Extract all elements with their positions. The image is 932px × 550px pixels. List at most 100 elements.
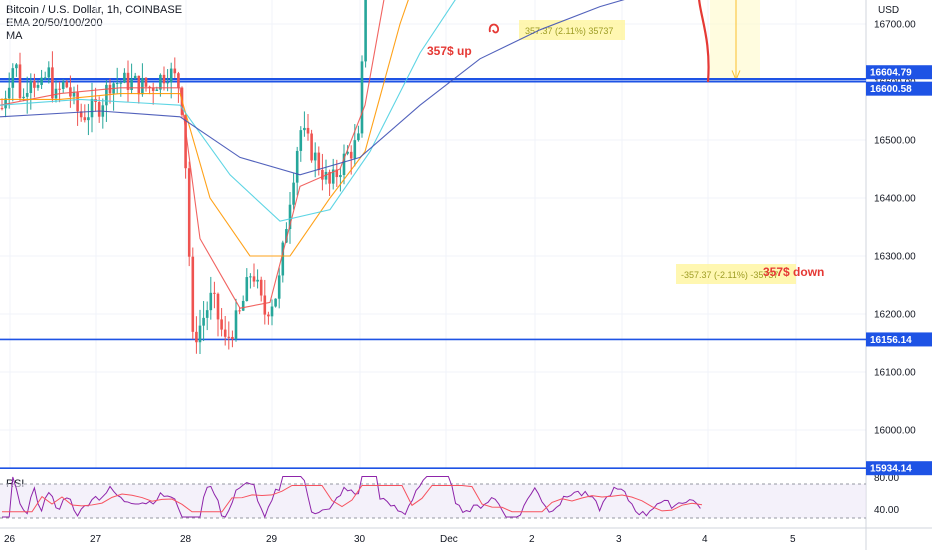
- candle-body-7: [25, 93, 29, 97]
- candle-body-84: [303, 127, 306, 131]
- candle-body-61: [220, 319, 223, 330]
- candle-body-32: [115, 83, 119, 85]
- candle-body-40: [144, 77, 148, 87]
- candle-body-45: [162, 74, 166, 84]
- y-tick-13: 16100.00: [874, 368, 916, 379]
- candle-body-81: [292, 182, 295, 205]
- candle-body-77: [277, 275, 281, 299]
- candle-body-74: [267, 314, 270, 317]
- candle-body-16: [58, 88, 61, 90]
- candle-body-82: [295, 150, 299, 183]
- candle-body-86: [310, 133, 313, 161]
- candle-body-64: [231, 336, 234, 340]
- candle-body-44: [159, 74, 162, 90]
- down-projection-curve: [698, 0, 710, 83]
- candle-body-15: [54, 88, 58, 99]
- level-tag-text-4: 15934.14: [870, 464, 912, 475]
- x-tick-5: Dec: [440, 534, 458, 545]
- candle-body-37: [133, 75, 137, 79]
- candle-body-19: [69, 87, 72, 97]
- candle-body-38: [137, 75, 141, 95]
- level-tag-text-1: 16604.79: [870, 68, 912, 79]
- candle-body-33: [119, 82, 123, 84]
- up-scribble: [488, 23, 500, 34]
- candle-body-27: [97, 102, 101, 117]
- candle-body-63: [227, 336, 231, 338]
- y-tick-11: 16300.00: [874, 252, 916, 263]
- candle-body-18: [65, 81, 69, 88]
- candle-body-23: [83, 117, 87, 121]
- candle-body-87: [313, 152, 317, 161]
- candle-body-25: [90, 98, 94, 118]
- candle-body-8: [29, 81, 33, 94]
- ema100-line: [0, 0, 456, 222]
- level-tag-text-3: 16156.14: [870, 335, 912, 346]
- level-tag-3: [866, 332, 932, 347]
- x-tick-2: 28: [180, 534, 192, 545]
- ema20-line: [0, 0, 385, 309]
- legend-ema: EMA 20/50/100/200: [6, 17, 103, 29]
- rsi-tick-0: 80.00: [874, 473, 899, 484]
- candle-body-11: [40, 77, 43, 85]
- x-tick-9: 5: [790, 534, 796, 545]
- candle-body-68: [245, 277, 249, 301]
- x-tick-6: 2: [529, 534, 535, 545]
- x-tick-0: 26: [4, 534, 16, 545]
- candle-body-24: [87, 117, 90, 121]
- candle-body-22: [79, 111, 83, 118]
- candle-body-99: [357, 133, 360, 141]
- down-annotation-label: 357$ down: [763, 265, 824, 279]
- candle-body-80: [288, 204, 292, 230]
- candle-body-69: [249, 276, 252, 278]
- down-measure-tag: [676, 264, 796, 284]
- candle-body-62: [223, 329, 227, 337]
- candle-body-51: [184, 114, 187, 169]
- candle-body-34: [123, 72, 126, 83]
- y-tick-9: 16500.00: [874, 136, 916, 147]
- candle-body-0: [0, 108, 4, 110]
- candle-body-60: [216, 293, 220, 320]
- candle-body-98: [353, 140, 357, 159]
- candle-body-36: [130, 78, 133, 91]
- candle-body-70: [252, 276, 256, 282]
- up-annotation-label: 357$ up: [427, 44, 472, 58]
- x-tick-4: 30: [354, 534, 366, 545]
- x-tick-7: 3: [616, 534, 622, 545]
- candle-body-79: [285, 229, 288, 243]
- y-tick-14: 16000.00: [874, 426, 916, 437]
- candle-body-78: [281, 242, 285, 276]
- candle-body-39: [141, 77, 144, 95]
- candle-body-17: [61, 81, 65, 90]
- candle-body-57: [205, 310, 209, 318]
- y-tick-12: 16200.00: [874, 310, 916, 321]
- ema50-line: [0, 0, 409, 257]
- legend-title: Bitcoin / U.S. Dollar, 1h, COINBASE: [6, 4, 183, 16]
- candle-body-56: [202, 317, 205, 326]
- candle-body-73: [263, 295, 267, 315]
- candle-body-47: [169, 68, 173, 83]
- candle-body-1: [4, 98, 7, 109]
- y-tick-7: 16700.00: [874, 20, 916, 31]
- candle-body-76: [274, 298, 277, 307]
- candle-body-42: [151, 87, 155, 91]
- candle-body-92: [331, 169, 335, 184]
- candle-body-48: [173, 68, 177, 74]
- candle-body-49: [177, 73, 180, 88]
- y-tick-10: 16400.00: [874, 194, 916, 205]
- candle-body-35: [126, 72, 130, 91]
- rsi-line: [2, 476, 701, 519]
- candle-body-75: [270, 306, 274, 317]
- candle-body-95: [342, 153, 346, 176]
- candle-body-52: [187, 168, 191, 257]
- candle-body-13: [47, 67, 51, 78]
- candle-body-96: [346, 151, 349, 154]
- candle-body-100: [360, 61, 364, 134]
- down-range-box: [710, 0, 760, 82]
- rsi-tick-1: 40.00: [874, 505, 899, 516]
- down-measure-text: -357.37 (-2.11%) -35737: [681, 270, 778, 280]
- candle-body-20: [72, 92, 76, 97]
- candle-body-43: [155, 89, 159, 91]
- candle-body-65: [234, 310, 238, 340]
- candle-body-9: [33, 81, 36, 88]
